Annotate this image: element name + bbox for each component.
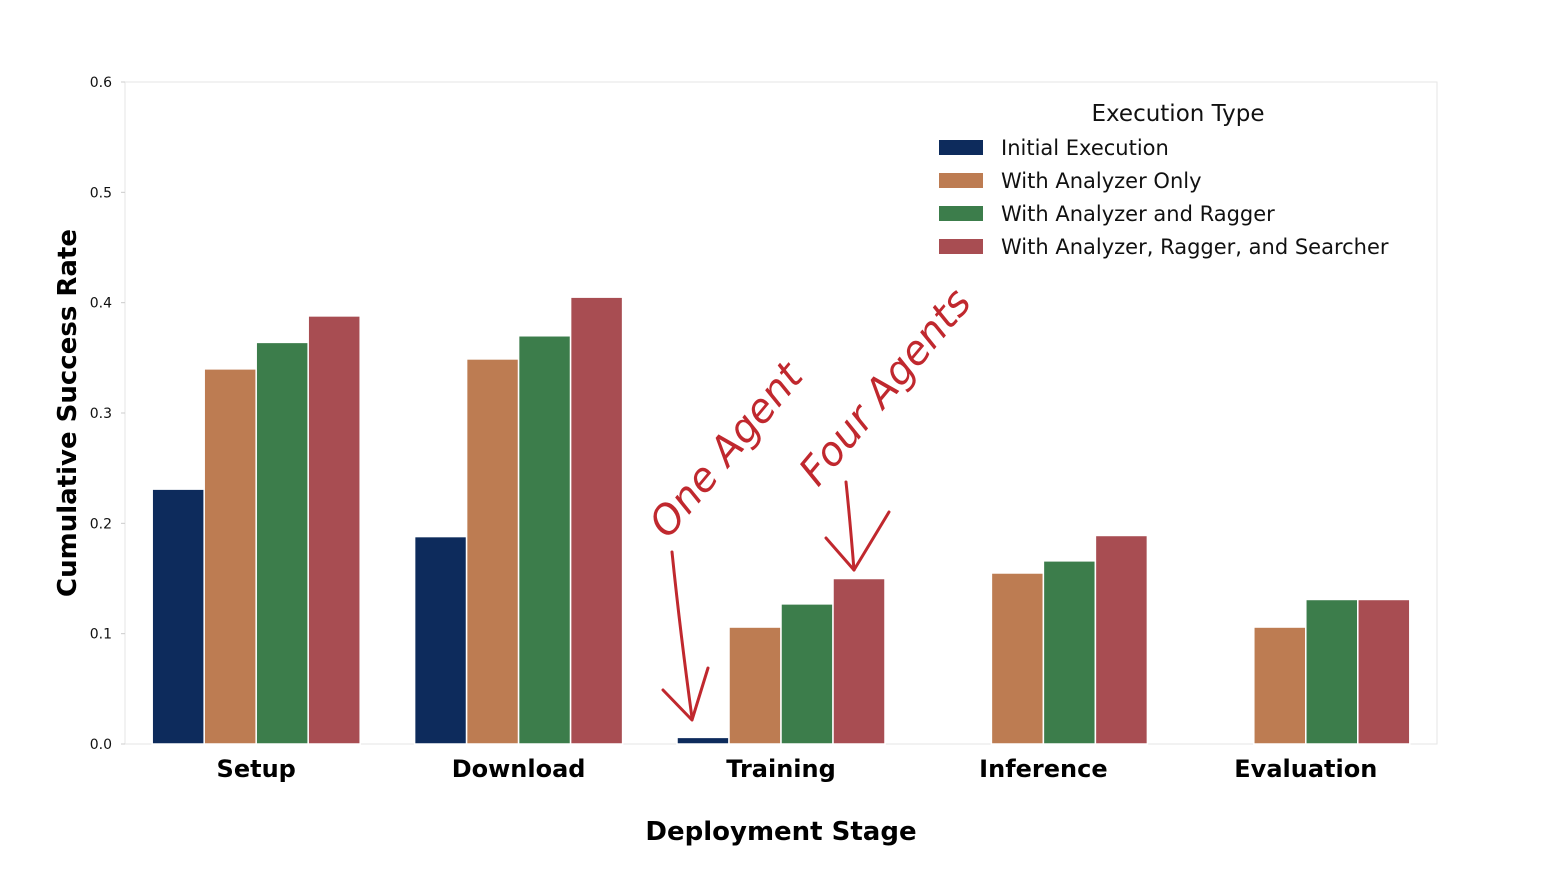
- x-tick-label: Evaluation: [1234, 755, 1377, 783]
- bar-training-s1: [728, 626, 782, 745]
- legend-label: With Analyzer, Ragger, and Searcher: [1001, 235, 1389, 259]
- legend-title: Execution Type: [1091, 101, 1264, 127]
- x-tick-label: Training: [726, 755, 836, 783]
- bar-training-s3: [832, 577, 886, 745]
- bar-training-s0: [676, 736, 730, 745]
- bar-download-s1: [465, 358, 520, 745]
- annotation-one-agent-arrow: [670, 550, 694, 720]
- y-tick-label: 0.4: [90, 296, 112, 312]
- annotation-four-agents-arrowhead: [824, 510, 891, 572]
- legend-swatch: [939, 206, 983, 221]
- bar-evaluation-s2: [1305, 598, 1359, 745]
- annotation-four-agents-arrow: [844, 480, 856, 572]
- y-tick-label: 0.3: [90, 406, 112, 422]
- legend-swatch: [939, 140, 983, 155]
- bar-setup-s0: [151, 488, 205, 745]
- bar-inference-s1: [990, 572, 1045, 745]
- legend-label: With Analyzer and Ragger: [1001, 202, 1275, 226]
- bar-training-s2: [780, 603, 834, 745]
- bar-setup-s2: [255, 341, 309, 745]
- y-axis-title: Cumulative Success Rate: [53, 229, 83, 597]
- y-tick-label: 0.0: [90, 737, 112, 753]
- bar-setup-s1: [203, 368, 257, 745]
- y-tick-label: 0.2: [90, 516, 112, 532]
- bar-download-s0: [413, 535, 468, 745]
- y-tick-label: 0.1: [90, 627, 112, 643]
- legend-swatch: [939, 239, 983, 254]
- legend-label: With Analyzer Only: [1001, 169, 1202, 193]
- bar-setup-s3: [307, 315, 361, 745]
- legend-swatch: [939, 173, 983, 188]
- x-tick-label: Setup: [217, 755, 296, 783]
- x-axis-title: Deployment Stage: [645, 817, 916, 847]
- x-axis-labels: Setup Download Training Inference Evaluation: [217, 755, 1378, 783]
- bar-download-s2: [517, 335, 572, 745]
- legend-items: Initial Execution With Analyzer Only With …: [939, 136, 1389, 259]
- bar-evaluation-s3: [1357, 598, 1411, 745]
- bar-evaluation-s1: [1253, 626, 1307, 745]
- y-tick-label: 0.6: [90, 75, 112, 91]
- x-tick-label: Inference: [979, 755, 1107, 783]
- bars: [151, 296, 1411, 745]
- bar-inference-s3: [1094, 534, 1149, 745]
- y-axis-ticks: 0.0 0.1 0.2 0.3 0.4 0.5 0.6: [90, 75, 125, 753]
- bar-download-s3: [569, 296, 624, 745]
- legend: Execution Type Initial Execution With Ana…: [939, 101, 1389, 259]
- annotation-one-agent-arrowhead: [661, 666, 710, 722]
- x-tick-label: Download: [452, 755, 586, 783]
- bar-inference-s2: [1042, 560, 1097, 745]
- legend-label: Initial Execution: [1001, 136, 1169, 160]
- y-tick-label: 0.5: [90, 185, 112, 201]
